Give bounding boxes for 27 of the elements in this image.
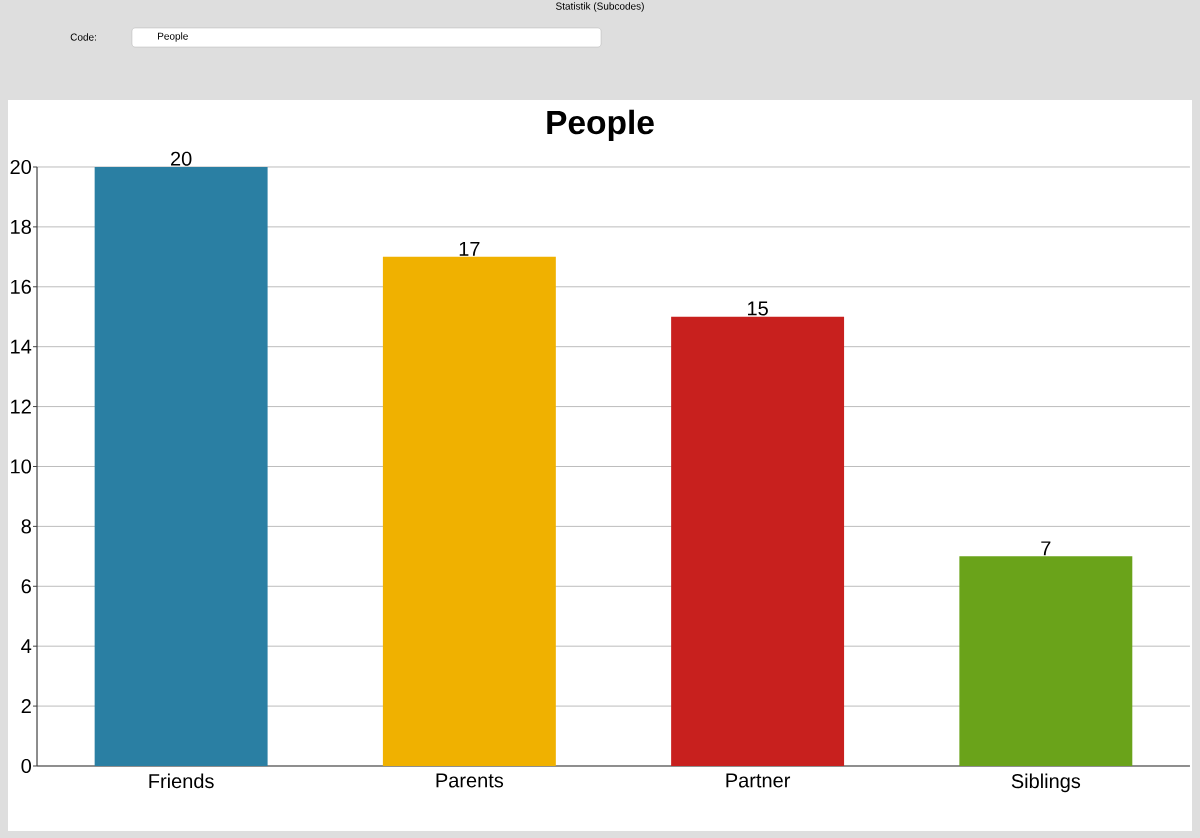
y-tick-label: 12: [11, 399, 31, 414]
x-tick-label: Siblings: [1011, 773, 1081, 793]
data-label: 20: [171, 151, 192, 166]
bar: [382, 256, 556, 766]
y-tick-label: 18: [11, 219, 31, 234]
y-tick-label: 2: [21, 699, 31, 714]
data-label: 7: [1041, 541, 1051, 556]
text: People: [158, 32, 188, 42]
x-tick-label: Friends: [149, 773, 214, 789]
data-label: 15: [748, 301, 768, 316]
x-tick-label: Partner: [726, 773, 791, 788]
data-label: 17: [459, 241, 480, 256]
bar: [959, 556, 1133, 766]
y-tick-label: 10: [11, 459, 32, 474]
text: Code:: [70, 33, 96, 41]
y-tick-label: 4: [21, 639, 32, 654]
y-tick-label: 0: [21, 758, 32, 774]
y-tick-label: 20: [10, 159, 32, 175]
y-tick-label: 8: [21, 519, 31, 534]
chart-title: People: [547, 109, 654, 141]
text: Statistik (Subcodes): [556, 2, 644, 12]
y-tick-label: 16: [11, 279, 31, 294]
x-tick-label: Parents: [436, 773, 504, 788]
y-tick-label: 14: [11, 339, 32, 354]
bar: [94, 166, 268, 766]
y-tick-label: 6: [21, 579, 31, 594]
bar: [671, 316, 845, 766]
